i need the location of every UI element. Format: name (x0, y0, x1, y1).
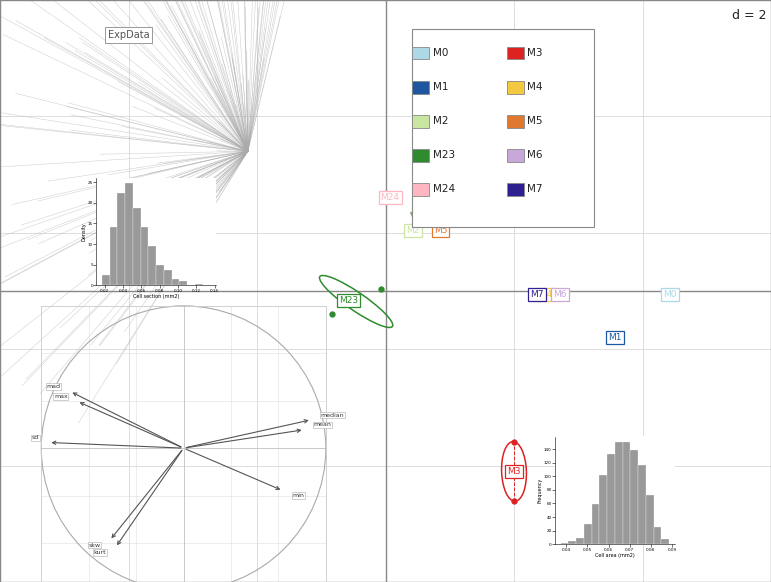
Text: M2: M2 (433, 116, 448, 126)
Text: M0: M0 (433, 48, 448, 58)
Text: skw: skw (89, 543, 100, 548)
Text: M23: M23 (339, 296, 359, 305)
Text: M4: M4 (540, 290, 553, 299)
Text: M1: M1 (433, 82, 448, 92)
Text: d = 2: d = 2 (732, 9, 766, 22)
Text: M1: M1 (608, 333, 621, 342)
Text: ExpData: ExpData (108, 30, 150, 40)
Text: M7: M7 (530, 290, 544, 299)
Text: M4: M4 (527, 82, 542, 92)
Text: kurt: kurt (93, 550, 106, 555)
Text: mean: mean (314, 423, 332, 428)
Text: M24: M24 (381, 193, 399, 203)
Text: M3: M3 (507, 467, 520, 476)
Text: M5: M5 (527, 116, 542, 126)
Text: M0: M0 (663, 290, 677, 299)
Text: sd: sd (32, 435, 39, 441)
Text: M23: M23 (433, 150, 455, 160)
Text: mad: mad (46, 384, 61, 389)
Text: min: min (292, 493, 305, 498)
Text: M7: M7 (527, 184, 542, 194)
Text: M5: M5 (434, 226, 447, 235)
Text: M6: M6 (527, 150, 542, 160)
Bar (42, 306, 326, 582)
Text: M3: M3 (527, 48, 542, 58)
Text: median: median (321, 413, 345, 417)
Text: max: max (54, 394, 68, 399)
Text: M2: M2 (406, 226, 419, 235)
Text: M6: M6 (553, 290, 567, 299)
Text: M24: M24 (433, 184, 455, 194)
